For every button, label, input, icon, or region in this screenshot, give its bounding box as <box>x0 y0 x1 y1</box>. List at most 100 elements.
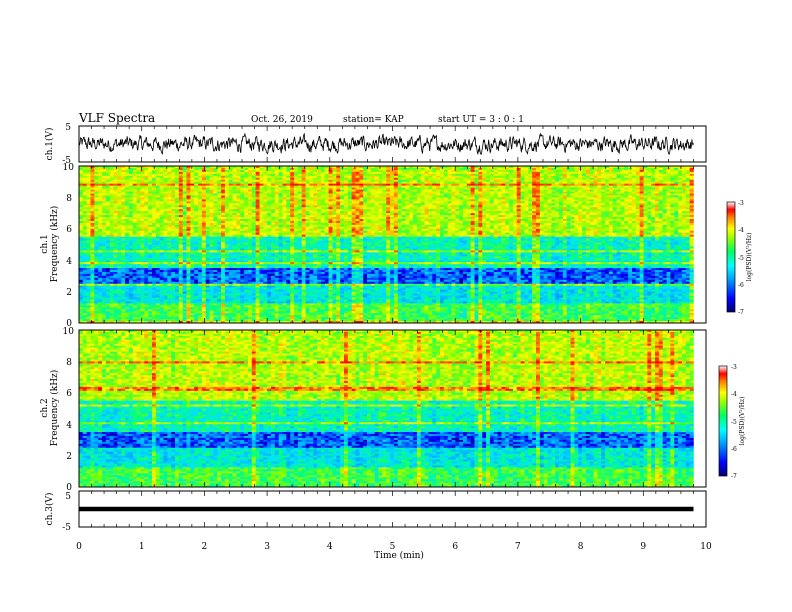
spectrogram-cell <box>251 207 256 210</box>
spectrogram-cell <box>128 201 134 204</box>
spectrogram-cell <box>259 193 264 196</box>
spectrogram-cell <box>117 279 122 283</box>
spectrogram-cell <box>305 232 310 235</box>
spectrogram-cell <box>205 226 210 230</box>
spectrogram-cell <box>125 277 130 281</box>
spectrogram-cell <box>267 248 272 251</box>
spectrogram-cell <box>278 315 283 318</box>
spectrogram-cell <box>201 289 207 292</box>
spectrogram-cell <box>132 173 137 177</box>
spectrogram-cell <box>267 299 272 302</box>
spectrogram-cell <box>209 191 214 194</box>
spectrogram-cell <box>167 275 172 279</box>
spectrogram-cell <box>247 264 253 267</box>
spectrogram-cell <box>267 171 272 175</box>
spectrogram-cell <box>90 207 95 210</box>
spectrogram-cell <box>182 250 187 253</box>
spectrogram-cell <box>271 181 276 184</box>
spectrogram-cell <box>148 228 153 232</box>
spectrogram-cell <box>186 236 191 239</box>
spectrogram-cell <box>178 207 183 210</box>
spectrogram-cell <box>121 175 126 179</box>
spectrogram-cell <box>105 319 111 322</box>
spectrogram-cell <box>244 273 249 277</box>
spectrogram-cell <box>221 293 226 296</box>
spectrogram-cell <box>136 244 141 247</box>
spectrogram-cell <box>90 193 95 196</box>
spectrogram-cell <box>274 301 279 304</box>
spectrogram-cell <box>171 177 176 181</box>
spectrogram-cell <box>267 167 272 171</box>
spectrogram-cell <box>136 230 141 234</box>
spectrogram-cell <box>171 236 176 239</box>
spectrogram-cell <box>259 244 264 247</box>
spectrogram-cell <box>244 256 249 259</box>
spectrogram-cell <box>98 268 103 271</box>
spectrogram-cell <box>136 238 141 241</box>
spectrogram-cell <box>217 291 222 294</box>
spectrogram-cell <box>167 299 172 302</box>
spectrogram-cell <box>251 228 256 232</box>
spectrogram-cell <box>213 213 218 216</box>
spectrogram-cell <box>182 275 187 279</box>
spectrogram-cell <box>117 299 122 302</box>
spectrogram-cell <box>132 185 137 188</box>
spectrogram-cell <box>109 311 114 314</box>
spectrogram-cell <box>209 317 214 320</box>
spectrogram-cell <box>102 299 107 302</box>
spectrogram-cell <box>213 203 218 206</box>
spectrogram-cell <box>259 236 264 239</box>
spectrogram-cell <box>125 213 130 216</box>
spectrogram-cell <box>209 295 214 298</box>
spectrogram-cell <box>98 226 103 230</box>
spectrogram-cell <box>132 273 137 277</box>
spectrogram-cell <box>125 309 130 312</box>
spectrogram-cell <box>263 173 268 177</box>
spectrogram-cell <box>125 218 130 222</box>
spectrogram-cell <box>201 299 207 302</box>
spectrogram-cell <box>125 301 130 304</box>
spectrogram-cell <box>82 299 87 302</box>
spectrogram-cell <box>178 250 183 253</box>
spectrogram-cell <box>86 230 91 234</box>
spectrogram-cell <box>155 199 160 202</box>
spectrogram-cell <box>102 271 107 275</box>
spectrogram-cell <box>274 185 279 188</box>
spectrogram-cell <box>98 187 103 190</box>
spectrogram-cell <box>144 311 149 314</box>
spectrogram-cell <box>132 283 137 287</box>
spectrogram-cell <box>163 293 168 296</box>
spectrogram-cell <box>201 205 207 208</box>
spectrogram-cell <box>175 264 180 267</box>
spectrogram-cell <box>136 197 141 200</box>
spectrogram-cell <box>125 260 130 263</box>
spectrogram-cell <box>190 183 195 186</box>
spectrogram-cell <box>267 242 272 245</box>
spectrogram-cell <box>198 183 203 186</box>
spectrogram-cell <box>194 234 199 237</box>
spectrogram-cell <box>228 270 233 273</box>
spectrogram-cell <box>317 207 322 210</box>
spectrogram-cell <box>213 232 218 235</box>
spectrogram-cell <box>140 197 145 200</box>
spectrogram-cell <box>109 240 114 243</box>
spectrogram-cell <box>224 234 230 237</box>
spectrogram-cell <box>263 266 268 269</box>
spectrogram-cell <box>244 224 249 228</box>
spectrogram-cell <box>247 250 253 253</box>
spectrogram-cell <box>221 220 226 224</box>
spectrogram-cell <box>282 291 287 294</box>
spectrogram-cell <box>232 220 237 224</box>
spectrogram-cell <box>194 173 199 177</box>
spectrogram-cell <box>263 209 268 212</box>
spectrogram-cell <box>236 224 241 228</box>
spectrogram-cell <box>128 305 134 308</box>
spectrogram-cell <box>278 175 283 179</box>
spectrogram-cell <box>217 299 222 302</box>
spectrogram-cell <box>159 293 164 296</box>
spectrogram-cell <box>105 177 111 181</box>
spectrogram-cell <box>259 317 264 320</box>
spectrogram-cell <box>313 242 318 245</box>
spectrogram-cell <box>286 297 291 300</box>
spectrogram-cell <box>90 171 95 175</box>
